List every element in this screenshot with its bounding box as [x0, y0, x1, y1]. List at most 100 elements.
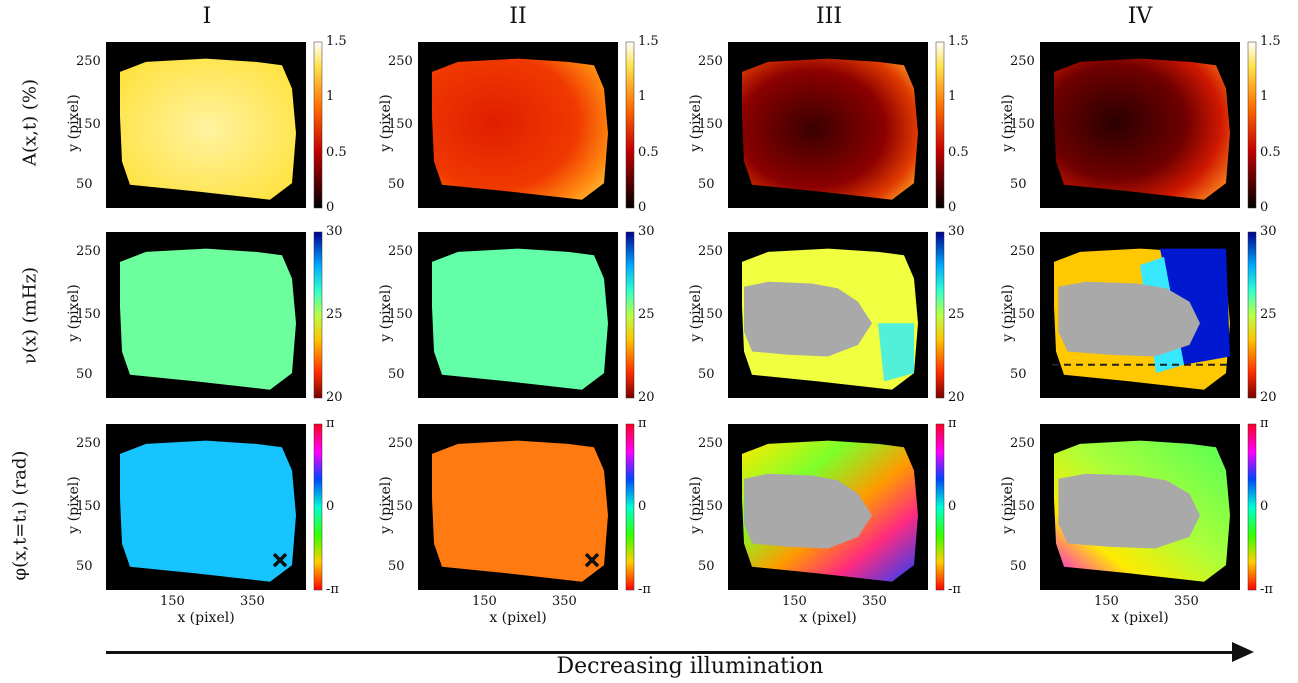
y-tick-label: 250 — [76, 53, 101, 69]
y-tick-label: 150 — [698, 499, 723, 514]
y-tick-label: 150 — [388, 499, 413, 514]
colorbar-tick-label: 25 — [948, 307, 965, 322]
colorbar-tick-label: 0 — [326, 499, 335, 514]
colorbar-tick-label: 0 — [948, 200, 957, 215]
y-tick-label: 250 — [1010, 435, 1035, 451]
panel-r1-c3 — [728, 42, 928, 208]
y-tick-label: 250 — [76, 243, 101, 259]
colorbar-row-3 — [625, 423, 635, 591]
masked-region — [744, 281, 872, 357]
frequency-patch — [878, 323, 914, 382]
panel-r2-c4 — [1040, 232, 1240, 398]
y-tick-label: 50 — [388, 366, 405, 382]
y-tick-label: 250 — [76, 435, 101, 451]
colorbar-row-3 — [935, 423, 945, 591]
y-axis-label: y (pixel) — [378, 94, 394, 152]
y-tick-label: 250 — [698, 53, 723, 69]
colorbar-tick-label: 1.5 — [326, 34, 347, 49]
column-title-1: I — [202, 4, 212, 29]
colorbar-tick-label: 1.5 — [1260, 34, 1281, 49]
probe-cross-marker — [584, 552, 600, 568]
y-tick-label: 150 — [698, 307, 723, 322]
masked-region — [1058, 281, 1200, 357]
sample-map — [742, 58, 918, 200]
y-tick-label: 50 — [388, 176, 405, 192]
x-tick-label: 150 — [160, 594, 185, 609]
y-tick-label: 50 — [698, 366, 715, 382]
colorbar-tick-label: 25 — [326, 307, 343, 322]
y-tick-label: 50 — [1010, 558, 1027, 574]
colorbar-tick-label: 1 — [326, 89, 335, 105]
x-axis-label: x (pixel) — [799, 610, 857, 626]
colorbar-tick-label: 1 — [1260, 89, 1269, 105]
y-tick-label: 250 — [698, 243, 723, 259]
colorbar-row-1 — [625, 41, 635, 209]
colorbar-tick-label: 25 — [1260, 307, 1277, 322]
y-axis-label: y (pixel) — [378, 284, 394, 342]
colorbar-tick-label: 20 — [326, 390, 343, 405]
column-title-3: III — [815, 4, 843, 29]
colorbar-tick-label: 30 — [948, 224, 965, 239]
y-tick-label: 50 — [1010, 366, 1027, 382]
colorbar-tick-label: 30 — [1260, 224, 1277, 239]
x-tick-label: 350 — [1174, 594, 1199, 609]
colorbar-row-1 — [1247, 41, 1257, 209]
illumination-arrow-line — [106, 651, 1236, 654]
y-tick-label: 150 — [76, 307, 101, 322]
y-tick-label: 50 — [698, 558, 715, 574]
panel-r3-c1 — [106, 424, 306, 590]
y-axis-label: y (pixel) — [1000, 476, 1016, 534]
x-tick-label: 150 — [472, 594, 497, 609]
y-tick-label: 50 — [76, 366, 93, 382]
y-tick-label: 150 — [1010, 117, 1035, 132]
y-axis-label: y (pixel) — [1000, 284, 1016, 342]
y-tick-label: 50 — [76, 558, 93, 574]
y-tick-label: 50 — [698, 176, 715, 192]
y-tick-label: 150 — [76, 499, 101, 514]
panel-r3-c4 — [1040, 424, 1240, 590]
colorbar-tick-label: 30 — [638, 224, 655, 239]
y-tick-label: 150 — [698, 117, 723, 132]
colorbar-tick-label: -π — [948, 582, 961, 597]
masked-region — [744, 473, 872, 549]
colorbar-tick-label: π — [948, 416, 957, 431]
y-tick-label: 250 — [1010, 53, 1035, 69]
colorbar-tick-label: 0.5 — [638, 144, 659, 160]
y-tick-label: 250 — [698, 435, 723, 451]
y-tick-label: 50 — [388, 558, 405, 574]
y-tick-label: 150 — [76, 117, 101, 132]
panel-r3-c3 — [728, 424, 928, 590]
y-axis-label: y (pixel) — [378, 476, 394, 534]
colorbar-tick-label: 0 — [638, 499, 647, 514]
sample-map — [432, 58, 608, 200]
colorbar-tick-label: 25 — [638, 307, 655, 322]
colorbar-tick-label: 1 — [948, 89, 957, 105]
x-tick-label: 350 — [862, 594, 887, 609]
colorbar-row-3 — [313, 423, 323, 591]
panel-r2-c2 — [418, 232, 618, 398]
y-axis-label: y (pixel) — [688, 94, 704, 152]
colorbar-tick-label: 0 — [326, 200, 335, 215]
y-tick-label: 250 — [1010, 243, 1035, 259]
colorbar-tick-label: 1.5 — [638, 34, 659, 49]
colorbar-row-2 — [625, 231, 635, 399]
y-tick-label: 50 — [1010, 176, 1027, 192]
colorbar-tick-label: -π — [1260, 582, 1273, 597]
y-axis-label: y (pixel) — [688, 476, 704, 534]
y-tick-label: 150 — [388, 307, 413, 322]
panel-r2-c1 — [106, 232, 306, 398]
y-axis-label: y (pixel) — [66, 476, 82, 534]
colorbar-row-1 — [935, 41, 945, 209]
high-frequency-region — [1160, 248, 1230, 365]
y-tick-label: 250 — [388, 435, 413, 451]
y-tick-label: 250 — [388, 243, 413, 259]
colorbar-tick-label: 20 — [638, 390, 655, 405]
y-axis-label: y (pixel) — [688, 284, 704, 342]
colorbar-tick-label: 1.5 — [948, 34, 969, 49]
colorbar-tick-label: 20 — [948, 390, 965, 405]
colorbar-tick-label: -π — [638, 582, 651, 597]
panel-r3-c2 — [418, 424, 618, 590]
illumination-arrow-head — [1232, 642, 1254, 662]
colorbar-tick-label: 0 — [1260, 200, 1269, 215]
